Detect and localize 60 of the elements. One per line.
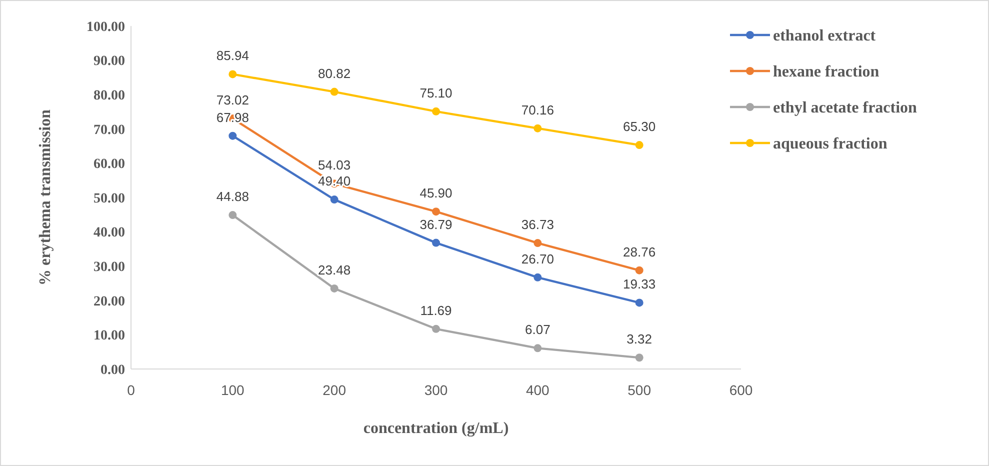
- point: [228, 70, 237, 78]
- point: [228, 211, 237, 220]
- x-tick-label: 400: [526, 382, 550, 398]
- data-label: 80.82: [318, 66, 351, 81]
- y-tick-label: 90.00: [94, 54, 125, 70]
- data-label: 6.07: [525, 322, 550, 338]
- data-label: 11.69: [420, 302, 452, 318]
- point: [432, 107, 440, 116]
- point: [534, 344, 542, 352]
- data-label: 23.48: [318, 262, 351, 278]
- point: [330, 196, 338, 204]
- y-tick-label: 30.00: [94, 260, 125, 275]
- y-tick-label: 20.00: [94, 294, 125, 310]
- point: [635, 354, 644, 362]
- y-tick-label: 10.00: [94, 328, 125, 344]
- data-label: 36.79: [420, 216, 452, 232]
- y-axis-title: % erythema transmission: [37, 109, 54, 286]
- data-label: 54.03: [318, 158, 351, 173]
- point: [534, 124, 542, 132]
- point: [228, 132, 237, 140]
- point: [330, 284, 338, 292]
- point: [534, 273, 542, 282]
- x-tick-label: 100: [220, 382, 245, 398]
- y-tick-label: 60.00: [94, 157, 125, 172]
- x-tick-label: 600: [729, 382, 753, 398]
- x-tick-label: 200: [322, 382, 346, 398]
- data-label: 70.16: [521, 102, 554, 118]
- point: [534, 239, 542, 248]
- x-axis-title: concentration (g/mL): [363, 420, 509, 437]
- data-label: 3.32: [626, 332, 652, 347]
- legend-label: aqueous fraction: [773, 136, 888, 153]
- y-tick-label: 0.00: [100, 362, 125, 378]
- point: [330, 88, 338, 96]
- point: [635, 141, 644, 150]
- point: [635, 298, 644, 307]
- data-label: 45.90: [420, 186, 452, 201]
- y-tick-label: 100.00: [86, 20, 125, 35]
- legend-label: hexane fraction: [773, 64, 880, 81]
- point: [635, 266, 644, 274]
- data-label: 28.76: [623, 244, 656, 260]
- data-label: 44.88: [216, 189, 249, 204]
- x-tick-label: 300: [424, 382, 448, 398]
- data-label: 75.10: [420, 85, 452, 100]
- point: [432, 324, 440, 333]
- y-tick-label: 40.00: [94, 226, 125, 241]
- y-tick-label: 70.00: [94, 122, 125, 138]
- y-tick-label: 50.00: [94, 191, 125, 206]
- x-tick-label: 500: [628, 382, 652, 398]
- legend-label: ethyl acetate fraction: [773, 100, 918, 117]
- x-tick-label: 0: [127, 382, 136, 398]
- data-label: 65.30: [623, 119, 656, 134]
- data-label: 73.02: [216, 92, 249, 108]
- legend-label: ethanol extract: [773, 28, 876, 45]
- point: [432, 238, 440, 247]
- data-label: 26.70: [521, 251, 554, 266]
- y-tick-label: 80.00: [94, 88, 125, 104]
- data-label: 36.73: [521, 217, 554, 232]
- data-label: 19.33: [623, 276, 656, 292]
- data-label: 85.94: [216, 48, 249, 64]
- point: [432, 208, 440, 216]
